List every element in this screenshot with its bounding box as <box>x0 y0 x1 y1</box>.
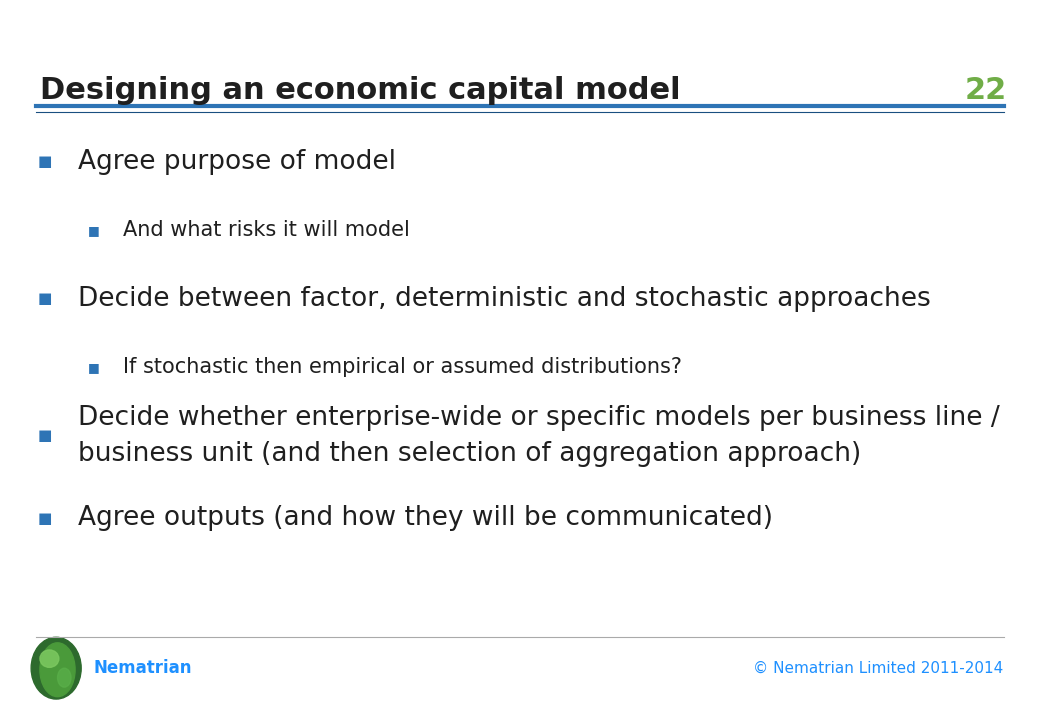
Text: And what risks it will model: And what risks it will model <box>123 220 410 240</box>
Ellipse shape <box>40 643 75 697</box>
Ellipse shape <box>31 637 81 699</box>
Ellipse shape <box>40 650 59 667</box>
Text: ■: ■ <box>87 361 100 374</box>
Text: Designing an economic capital model: Designing an economic capital model <box>40 76 680 104</box>
Text: Nematrian: Nematrian <box>94 660 192 677</box>
Text: Agree purpose of model: Agree purpose of model <box>78 149 396 175</box>
Text: ■: ■ <box>37 511 52 526</box>
Text: If stochastic then empirical or assumed distributions?: If stochastic then empirical or assumed … <box>123 357 682 377</box>
Text: Decide between factor, deterministic and stochastic approaches: Decide between factor, deterministic and… <box>78 286 931 312</box>
Text: ■: ■ <box>37 292 52 306</box>
Text: Decide whether enterprise-wide or specific models per business line /
business u: Decide whether enterprise-wide or specif… <box>78 405 999 467</box>
Text: ■: ■ <box>37 428 52 443</box>
Text: © Nematrian Limited 2011-2014: © Nematrian Limited 2011-2014 <box>753 661 1004 675</box>
Text: 22: 22 <box>964 76 1007 104</box>
Ellipse shape <box>57 668 71 687</box>
Text: ■: ■ <box>87 224 100 237</box>
Text: ■: ■ <box>37 155 52 169</box>
Text: Agree outputs (and how they will be communicated): Agree outputs (and how they will be comm… <box>78 505 773 531</box>
